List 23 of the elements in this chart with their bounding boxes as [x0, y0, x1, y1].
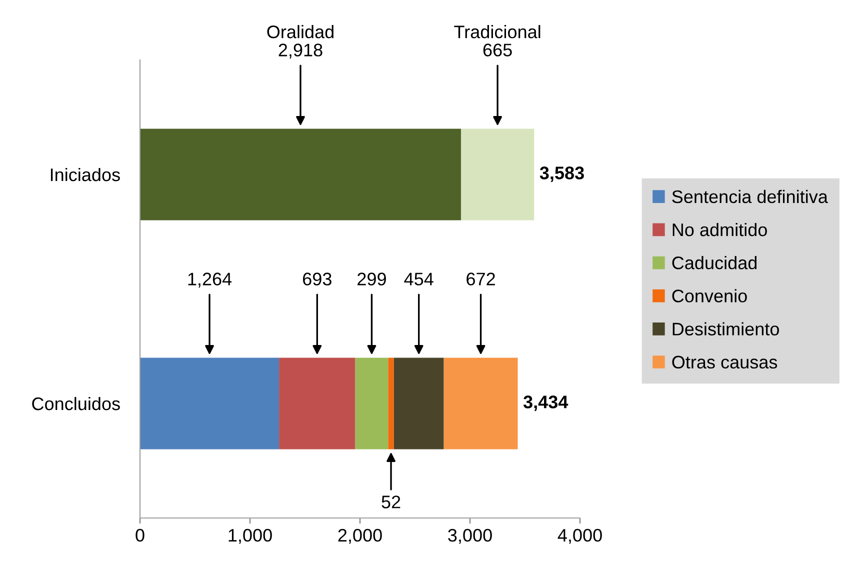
legend-label: Sentencia definitiva — [672, 190, 828, 204]
x-tick-label: 1,000 — [228, 528, 272, 544]
data-label: 693 — [303, 272, 332, 286]
legend-label: Desistimiento — [672, 322, 779, 336]
legend-label: Otras causas — [672, 356, 778, 369]
x-tick-label: 2,000 — [338, 528, 382, 544]
data-label: 299 — [358, 272, 386, 286]
x-tick-label: 3,000 — [448, 528, 492, 544]
legend-label: Caducidad — [672, 256, 757, 270]
data-label: 454 — [404, 272, 434, 286]
legend-label: Convenio — [672, 289, 747, 302]
data-label: 52 — [382, 496, 400, 508]
data-label: 672 — [466, 272, 495, 286]
total-label: 3,434 — [523, 396, 568, 411]
y-tick-label: Concluidos — [32, 396, 120, 410]
total-label: 3,583 — [540, 166, 584, 182]
y-tick-label: Iniciados — [50, 168, 120, 182]
data-label: Oralidad 2,918 — [267, 25, 334, 59]
x-tick-label: 0 — [136, 528, 144, 542]
data-label: 1,264 — [188, 272, 232, 288]
data-label: Tradicional 665 — [454, 25, 540, 56]
legend-label: No admitido — [672, 222, 767, 236]
x-tick-label: 4,000 — [558, 528, 602, 544]
